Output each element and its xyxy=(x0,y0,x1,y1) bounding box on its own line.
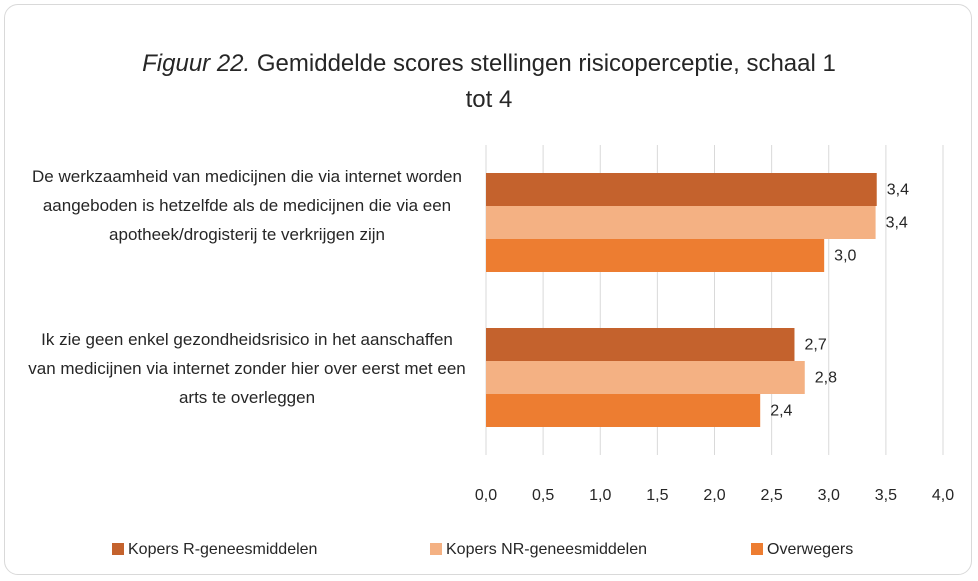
legend-swatch xyxy=(430,543,442,555)
data-label: 2,8 xyxy=(815,370,837,387)
data-label: 3,4 xyxy=(887,182,909,199)
title-text: Gemiddelde scores stellingen risicoperce… xyxy=(256,50,836,113)
chart-title: Figuur 22. Gemiddelde scores stellingen … xyxy=(139,46,839,118)
legend-label: Kopers NR-geneesmiddelen xyxy=(446,541,647,558)
bar xyxy=(486,206,876,239)
data-label: 3,4 xyxy=(886,215,908,232)
title-label: Figuur 22. xyxy=(142,50,251,77)
category-label: Ik zie geen enkel gezondheidsrisico in h… xyxy=(28,330,466,407)
data-label: 2,7 xyxy=(804,337,826,354)
legend-swatch xyxy=(751,543,763,555)
x-tick-label: 0,0 xyxy=(475,487,497,504)
data-label: 3,0 xyxy=(834,248,856,265)
x-tick-label: 1,0 xyxy=(589,487,611,504)
x-tick-label: 3,5 xyxy=(875,487,897,504)
bar xyxy=(486,239,825,272)
legend-swatch xyxy=(112,543,124,555)
x-tick-label: 3,0 xyxy=(818,487,840,504)
category-label: De werkzaamheid van medicijnen die via i… xyxy=(32,167,462,244)
legend-label: Overwegers xyxy=(767,541,853,558)
x-tick-label: 2,0 xyxy=(703,487,725,504)
x-tick-label: 0,5 xyxy=(532,487,554,504)
legend-label: Kopers R-geneesmiddelen xyxy=(128,541,317,558)
x-tick-label: 2,5 xyxy=(761,487,783,504)
x-tick-label: 1,5 xyxy=(646,487,668,504)
bar xyxy=(486,328,795,361)
chart-frame xyxy=(4,4,972,575)
bar xyxy=(486,394,761,427)
data-label: 2,4 xyxy=(770,403,792,420)
bar xyxy=(486,173,877,206)
bar xyxy=(486,361,805,394)
x-tick-label: 4,0 xyxy=(932,487,954,504)
